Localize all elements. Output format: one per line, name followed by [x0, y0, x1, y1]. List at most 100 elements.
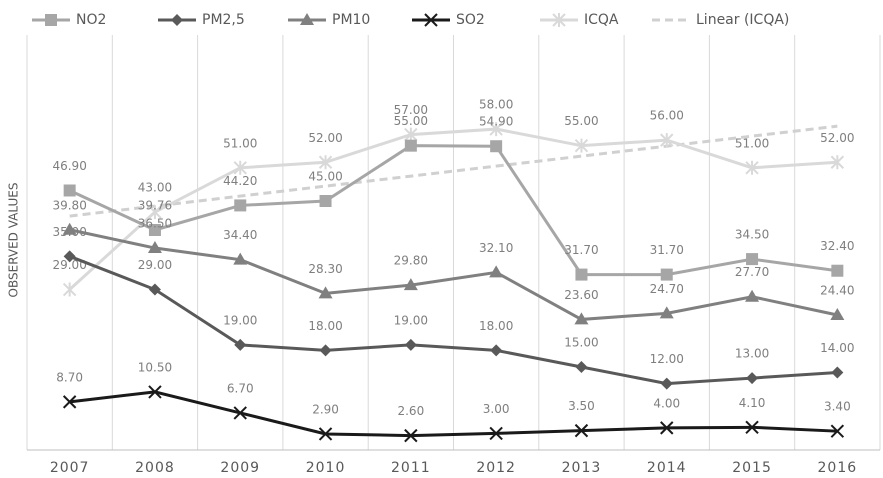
- marker: [574, 138, 589, 153]
- marker: [575, 268, 588, 281]
- marker: [404, 428, 418, 443]
- series: [62, 222, 845, 325]
- marker: [45, 14, 57, 26]
- data-label: 28.30: [308, 262, 342, 276]
- x-tick-label: 2014: [647, 460, 687, 476]
- marker: [660, 268, 673, 281]
- data-label: 34.50: [735, 228, 769, 242]
- marker: [489, 426, 503, 441]
- data-label: 32.40: [820, 239, 854, 253]
- data-label: 24.70: [650, 282, 684, 296]
- data-label: 3.00: [483, 402, 510, 416]
- data-label: 55.00: [394, 114, 428, 128]
- marker: [424, 13, 438, 27]
- marker: [318, 427, 333, 441]
- marker: [62, 282, 77, 297]
- marker: [660, 133, 674, 148]
- data-label: 14.00: [820, 341, 854, 355]
- data-label: 46.90: [52, 159, 86, 173]
- legend-label: Linear (ICQA): [696, 12, 789, 28]
- marker: [404, 127, 418, 142]
- legend-label: PM2,5: [202, 12, 245, 28]
- data-label: 15.00: [564, 336, 598, 350]
- marker: [148, 385, 162, 399]
- series: [62, 385, 845, 443]
- data-label: 29.00: [138, 258, 172, 272]
- data-label: 51.00: [223, 136, 257, 150]
- data-label: 51.00: [735, 136, 769, 150]
- x-tick-label: 2009: [220, 460, 260, 476]
- series: [63, 139, 844, 281]
- marker: [234, 338, 247, 351]
- marker: [233, 252, 248, 265]
- marker: [318, 286, 333, 299]
- data-label: 2.90: [312, 402, 339, 416]
- line: [69, 390, 838, 438]
- marker: [63, 250, 76, 263]
- legend-label: ICQA: [584, 12, 619, 28]
- data-label: 31.70: [650, 243, 684, 257]
- marker: [148, 205, 162, 220]
- marker: [489, 265, 504, 278]
- marker: [660, 421, 674, 435]
- series: [63, 250, 844, 390]
- marker: [490, 140, 503, 153]
- x-tick-label: 2016: [818, 460, 858, 476]
- line: [69, 228, 838, 321]
- marker: [489, 122, 503, 137]
- marker: [574, 312, 589, 325]
- marker: [63, 184, 76, 197]
- data-label: 2.60: [397, 404, 424, 418]
- data-label: 36.50: [138, 217, 172, 231]
- data-label: 39.80: [52, 198, 86, 212]
- marker: [490, 344, 503, 357]
- data-label: 19.00: [223, 313, 257, 327]
- data-label: 18.00: [479, 319, 513, 333]
- data-label: 29.00: [52, 258, 86, 272]
- data-label: 58.00: [479, 98, 513, 112]
- data-label: 35.00: [52, 225, 86, 239]
- marker: [318, 155, 333, 170]
- x-tick-label: 2015: [732, 460, 772, 476]
- marker: [233, 160, 247, 175]
- data-label: 54.90: [479, 115, 513, 129]
- line: [69, 144, 838, 277]
- marker: [745, 289, 760, 302]
- marker: [148, 223, 161, 236]
- y-axis-label: OBSERVED VALUES: [7, 183, 21, 298]
- data-label: 32.10: [479, 241, 513, 255]
- data-label: 23.60: [564, 288, 598, 302]
- marker: [171, 14, 183, 26]
- marker: [552, 13, 566, 27]
- data-label: 4.00: [653, 396, 680, 410]
- legend-label: SO2: [456, 12, 485, 28]
- marker: [319, 344, 332, 357]
- marker: [300, 13, 314, 25]
- marker: [62, 395, 77, 409]
- data-label: 39.76: [138, 198, 172, 212]
- marker: [830, 155, 845, 170]
- marker: [659, 306, 674, 319]
- marker: [830, 424, 845, 438]
- x-tick-label: 2007: [50, 460, 90, 476]
- x-tick-label: 2010: [306, 460, 346, 476]
- data-label: 4.10: [739, 396, 766, 410]
- data-label: 3.50: [568, 399, 595, 413]
- data-label: 31.70: [564, 243, 598, 257]
- marker: [62, 222, 77, 235]
- data-label: 56.00: [650, 109, 684, 123]
- data-label: 43.00: [138, 181, 172, 195]
- line: [68, 127, 838, 291]
- data-label: 57.00: [394, 103, 428, 117]
- marker: [148, 283, 161, 296]
- x-tick-label: 2012: [476, 460, 516, 476]
- data-label: 13.00: [735, 347, 769, 361]
- series: [62, 122, 845, 297]
- data-label: 3.40: [824, 400, 851, 414]
- marker: [831, 264, 844, 277]
- line: [69, 254, 838, 386]
- x-tick-label: 2008: [135, 460, 175, 476]
- marker: [746, 253, 759, 266]
- data-label: 52.00: [820, 131, 854, 145]
- marker: [575, 361, 588, 373]
